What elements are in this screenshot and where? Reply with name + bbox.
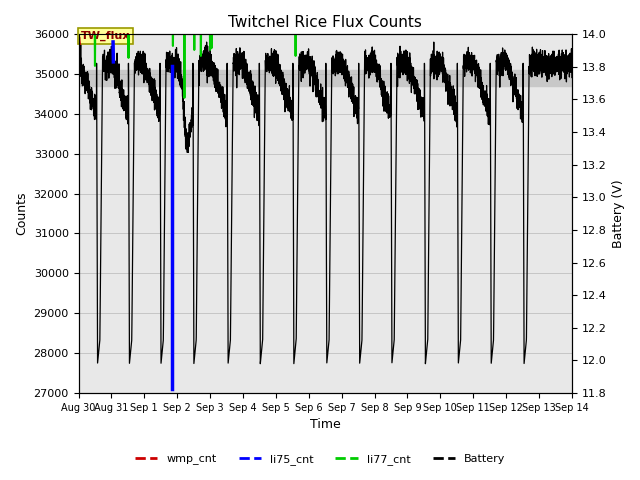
Text: TW_flux: TW_flux (81, 31, 131, 41)
X-axis label: Time: Time (310, 419, 340, 432)
Bar (79, 70, 572, 86)
Y-axis label: Battery (V): Battery (V) (612, 179, 625, 248)
Legend: wmp_cnt, li75_cnt, li77_cnt, Battery: wmp_cnt, li75_cnt, li77_cnt, Battery (131, 450, 509, 469)
Y-axis label: Counts: Counts (15, 192, 28, 235)
Title: Twitchel Rice Flux Counts: Twitchel Rice Flux Counts (228, 15, 422, 30)
